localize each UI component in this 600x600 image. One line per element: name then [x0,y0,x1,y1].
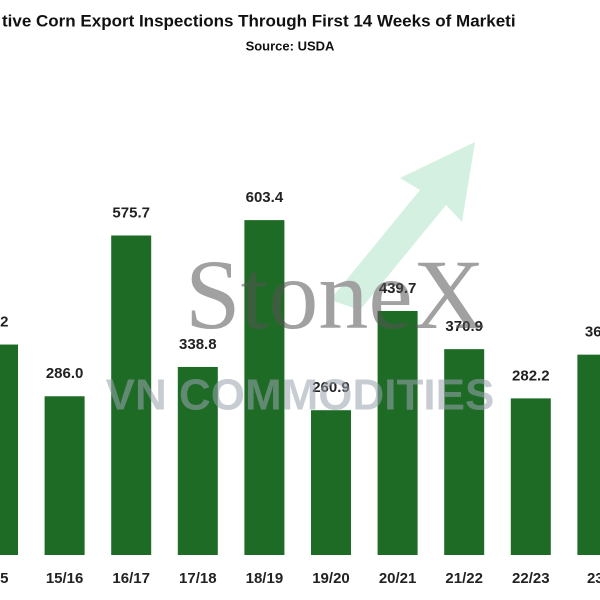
value-label: 282.2 [512,367,550,384]
x-tick-label: 17/18 [179,570,217,587]
bar [577,354,600,555]
bar [444,349,485,555]
value-label: 286.0 [46,365,84,382]
x-tick-label: 22/23 [512,570,550,587]
watermark-brand: StoneX [185,239,485,350]
bar [0,344,18,555]
watermark-company: VN COMMODITIES [106,371,495,420]
bar [111,235,152,555]
x-tick-label: 23/ [587,570,600,587]
value-label: 361 [585,324,600,341]
value-label: 439.7 [379,280,417,297]
x-tick-label: 21/22 [445,570,483,587]
value-label: 575.7 [112,204,150,221]
watermark: StoneX VN COMMODITIES [106,142,495,420]
value-label: 370.9 [445,318,483,335]
bar [244,220,285,555]
x-tick-label: 18/19 [246,570,284,587]
chart-title: tive Corn Export Inspections Through Fir… [2,11,516,30]
x-tick-label: 19/20 [312,570,350,587]
chart-subtitle: Source: USDA [246,38,335,53]
x-tick-label: 15/16 [46,570,84,587]
value-label: 9.2 [0,314,8,331]
value-label: 260.9 [312,379,350,396]
x-tick-label: /15 [0,570,8,587]
x-tick-label: 20/21 [379,570,417,587]
x-tick-label: 16/17 [112,570,150,587]
bar [311,410,351,555]
bar [510,398,551,555]
bar [377,310,418,555]
watermark-arrow [330,142,475,310]
value-label: 338.8 [179,336,217,353]
bar [44,396,85,555]
bar [177,366,218,555]
value-label: 603.4 [246,189,284,206]
